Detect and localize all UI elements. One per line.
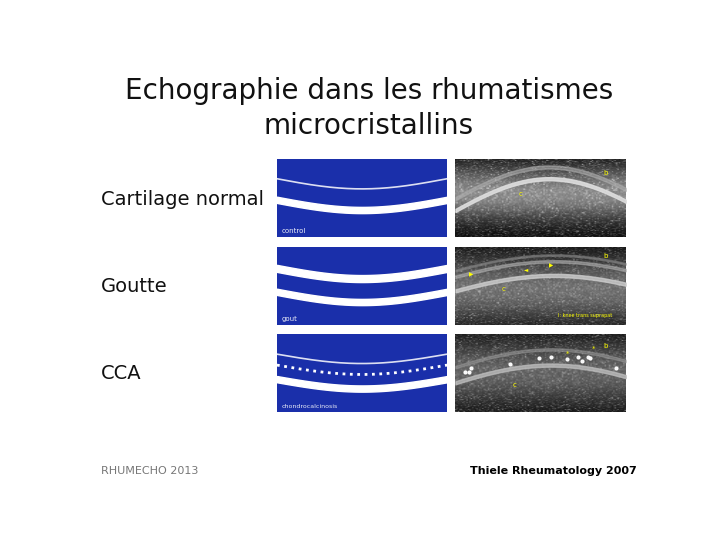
Text: Cartilage normal: Cartilage normal bbox=[101, 190, 264, 209]
Text: Goutte: Goutte bbox=[101, 276, 168, 295]
Text: RHUMECHO 2013: RHUMECHO 2013 bbox=[101, 467, 199, 476]
Text: Thiele Rheumatology 2007: Thiele Rheumatology 2007 bbox=[470, 467, 637, 476]
Text: CCA: CCA bbox=[101, 364, 142, 383]
Text: Echographie dans les rhumatismes
microcristallins: Echographie dans les rhumatismes microcr… bbox=[125, 77, 613, 140]
